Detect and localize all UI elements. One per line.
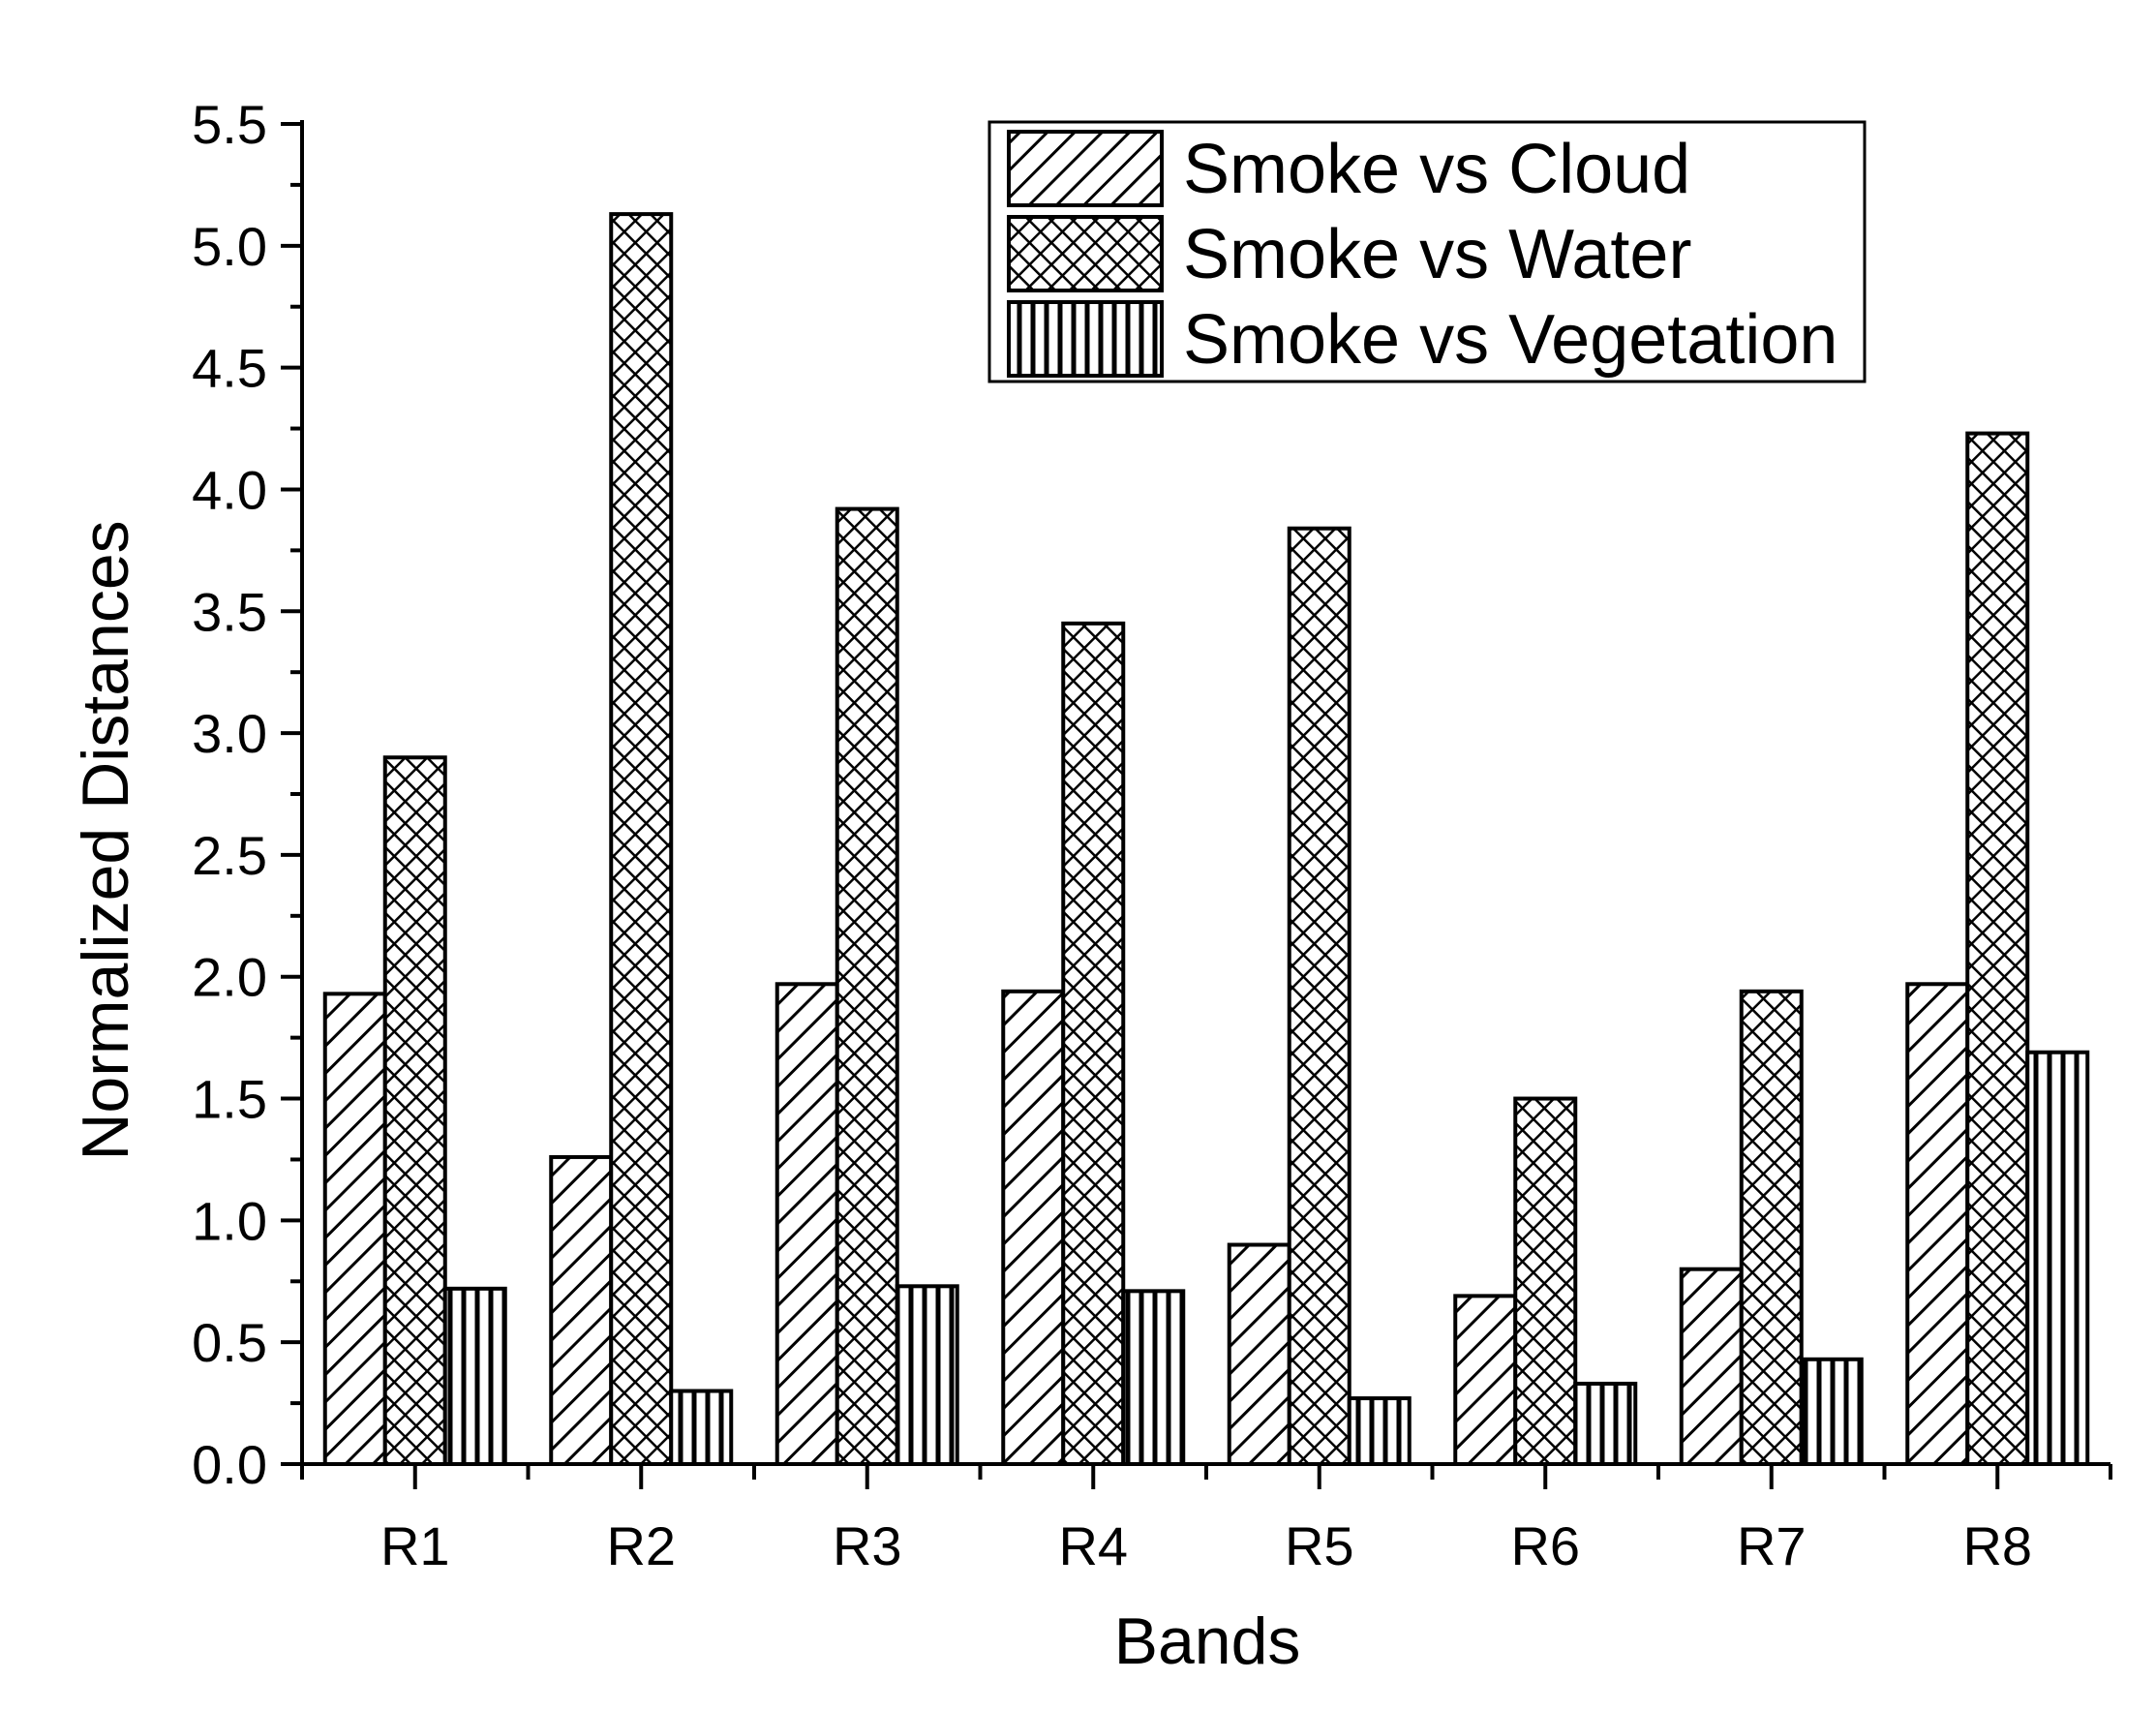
bar-r8-series-1 <box>1905 982 1970 1466</box>
y-tick-label: 2.5 <box>192 825 267 886</box>
x-tick-label-r2: R2 <box>606 1515 676 1576</box>
bar-r3-series-3 <box>895 1284 959 1466</box>
x-tick-label-r4: R4 <box>1058 1515 1128 1576</box>
x-axis: R1 R2 R3 R4 R5 R6 R7 R8 <box>300 1462 2112 1576</box>
x-tick-label-r7: R7 <box>1737 1515 1807 1576</box>
y-tick-label: 1.5 <box>192 1069 267 1130</box>
y-tick-label: 3.0 <box>192 703 267 764</box>
bar-r3-series-1 <box>774 982 839 1466</box>
bar-r5-series-2 <box>1287 526 1351 1466</box>
bars-layer <box>322 212 2090 1467</box>
x-tick-label-r8: R8 <box>1962 1515 2032 1576</box>
bar-r8-series-2 <box>1965 431 2030 1467</box>
x-tick-label-r5: R5 <box>1285 1515 1354 1576</box>
bar-r7-series-3 <box>1799 1357 1864 1467</box>
legend-label: Smoke vs Water <box>1183 216 1691 293</box>
bar-r4-series-1 <box>1001 989 1066 1466</box>
bar-r7-series-2 <box>1739 989 1804 1466</box>
bar-r5-series-1 <box>1227 1242 1291 1466</box>
bar-r3-series-2 <box>835 506 899 1466</box>
y-tick-label: 4.5 <box>192 338 267 399</box>
legend: Smoke vs Cloud Smoke vs Water Smoke vs Veg… <box>987 120 1867 383</box>
bar-r5-series-3 <box>1347 1396 1412 1467</box>
bar-r4-series-2 <box>1061 621 1126 1466</box>
bar-r1-series-3 <box>442 1286 507 1466</box>
bar-r6-series-1 <box>1453 1294 1518 1466</box>
y-tick-label: 5.5 <box>192 94 267 155</box>
x-tick-label-r6: R6 <box>1510 1515 1580 1576</box>
y-tick-label: 4.0 <box>192 459 267 520</box>
bar-r7-series-1 <box>1679 1267 1744 1467</box>
bar-r6-series-3 <box>1573 1381 1638 1466</box>
y-tick-label: 0.0 <box>192 1434 267 1495</box>
y-tick-label: 3.5 <box>192 581 267 642</box>
y-tick-label: 1.0 <box>192 1190 267 1251</box>
bar-r4-series-3 <box>1121 1289 1186 1466</box>
legend-label: Smoke vs Vegetation <box>1183 301 1837 379</box>
bar-r2-series-1 <box>549 1154 614 1467</box>
x-tick-label-r1: R1 <box>380 1515 450 1576</box>
x-axis-title: Bands <box>1114 1604 1301 1678</box>
legend-swatch <box>1007 215 1164 292</box>
bar-r1-series-2 <box>382 755 447 1466</box>
bar-r6-series-2 <box>1513 1096 1578 1466</box>
y-tick-label: 5.0 <box>192 216 267 277</box>
legend-swatch <box>1007 300 1164 378</box>
y-tick-label: 0.5 <box>192 1312 267 1373</box>
legend-label: Smoke vs Cloud <box>1183 131 1690 208</box>
bar-r2-series-3 <box>669 1389 734 1466</box>
legend-swatch <box>1007 130 1164 207</box>
bar-r8-series-3 <box>2025 1050 2090 1466</box>
bar-r2-series-2 <box>609 212 674 1466</box>
x-tick-label-r3: R3 <box>833 1515 902 1576</box>
y-tick-label: 2.0 <box>192 947 267 1008</box>
y-axis: 0.0 0.5 1.0 1.5 2.0 2.5 3.0 3.5 4.0 4.5 5.0 5.5 <box>192 94 304 1495</box>
y-axis-title: Normalized Distances <box>69 520 142 1160</box>
bar-r1-series-1 <box>322 992 387 1466</box>
